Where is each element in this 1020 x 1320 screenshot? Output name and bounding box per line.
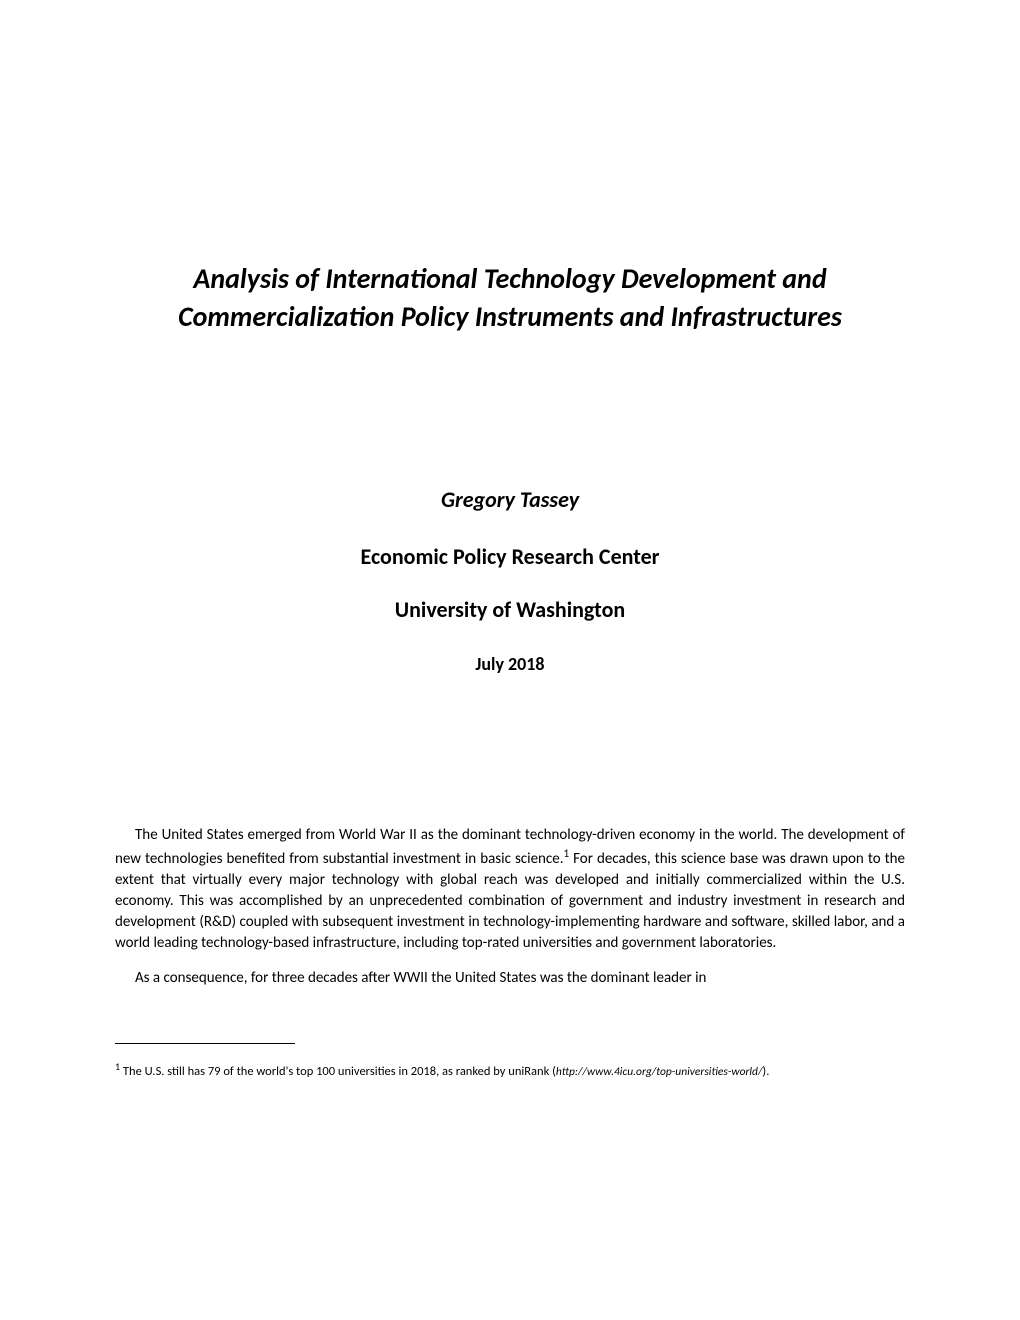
footnote-text-part2: ).	[762, 1064, 769, 1079]
affiliation-university: University of Washington	[115, 596, 905, 623]
body-paragraph-1: The United States emerged from World War…	[115, 825, 905, 954]
affiliation-center: Economic Policy Research Center	[115, 543, 905, 570]
document-date: July 2018	[115, 653, 905, 675]
document-title: Analysis of International Technology Dev…	[115, 260, 905, 336]
footnote-text-part1: The U.S. still has 79 of the world's top…	[120, 1064, 556, 1079]
author-name: Gregory Tassey	[115, 486, 905, 513]
body-paragraph-2: As a consequence, for three decades afte…	[115, 968, 905, 989]
footnote-separator	[115, 1043, 295, 1044]
document-page: Analysis of International Technology Dev…	[0, 0, 1020, 1320]
footnote-1: 1 The U.S. still has 79 of the world's t…	[115, 1060, 905, 1081]
footnote-url: http://www.4icu.org/top-universities-wor…	[556, 1065, 763, 1079]
